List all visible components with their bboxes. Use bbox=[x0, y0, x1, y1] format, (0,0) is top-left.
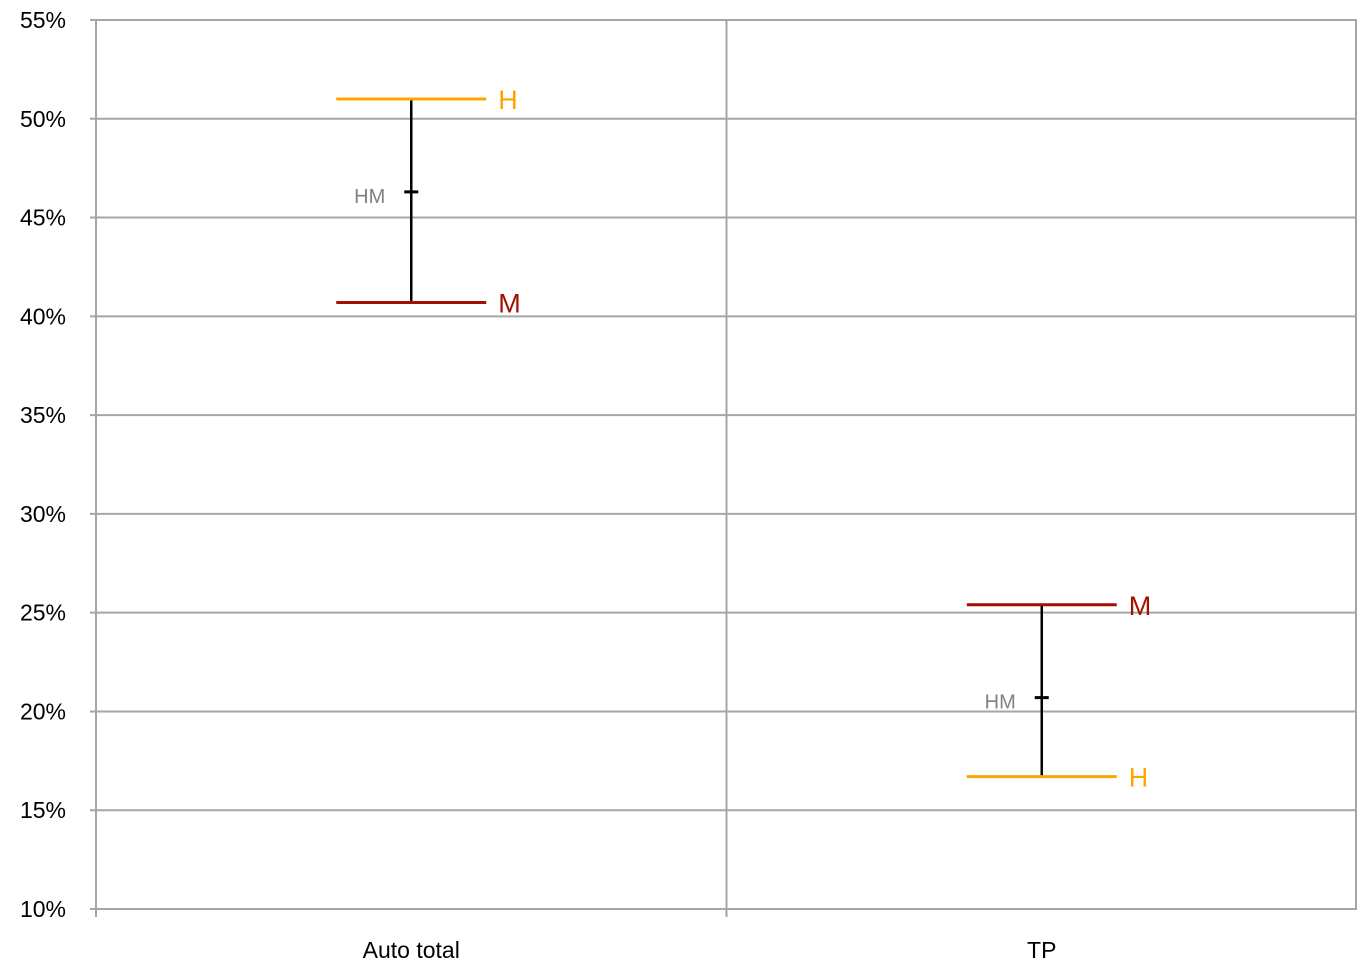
y-tick-label: 25% bbox=[20, 600, 66, 626]
y-tick-label: 15% bbox=[20, 797, 66, 823]
x-category-labels: Auto total TP bbox=[363, 937, 1057, 963]
y-tick-labels: 10% 15% 20% 25% 30% 35% 40% 45% 50% 55% bbox=[20, 7, 66, 922]
hm-marker-label: HM bbox=[354, 186, 385, 208]
m-marker-label: M bbox=[498, 289, 521, 319]
y-tick-label: 35% bbox=[20, 402, 66, 428]
m-marker-label: M bbox=[1129, 591, 1152, 621]
hm-marker-label: HM bbox=[985, 692, 1016, 714]
y-tick-label: 55% bbox=[20, 7, 66, 33]
h-marker-label: H bbox=[1129, 763, 1149, 793]
x-category-label: Auto total bbox=[363, 937, 460, 963]
x-category-label: TP bbox=[1027, 937, 1056, 963]
y-tick-label: 40% bbox=[20, 303, 66, 329]
y-tick-label: 50% bbox=[20, 106, 66, 132]
y-tick-label: 30% bbox=[20, 501, 66, 527]
y-tick-label: 45% bbox=[20, 205, 66, 231]
axes bbox=[95, 20, 1357, 917]
gridlines bbox=[90, 19, 1357, 910]
h-marker-label: H bbox=[498, 85, 518, 115]
y-tick-label: 20% bbox=[20, 698, 66, 724]
y-tick-label: 10% bbox=[20, 896, 66, 922]
